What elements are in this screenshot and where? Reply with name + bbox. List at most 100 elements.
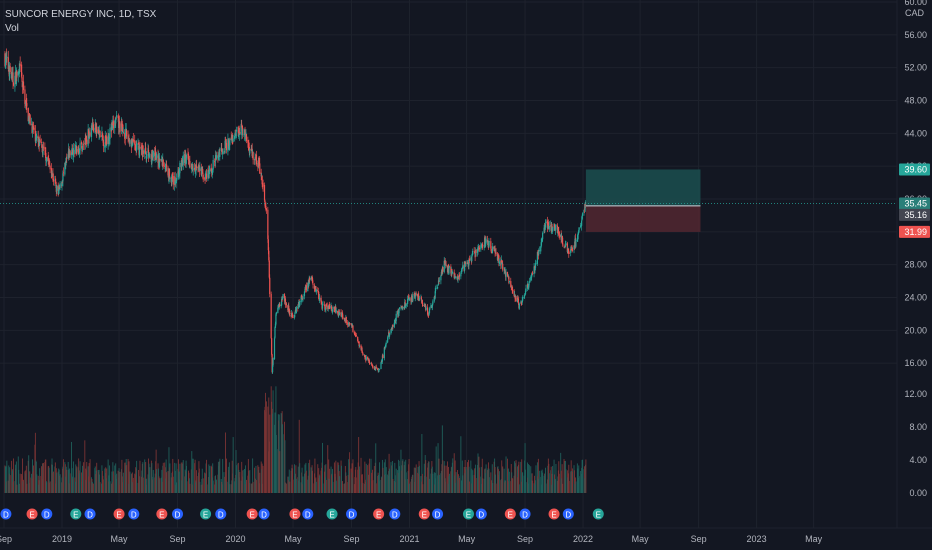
volume-bar <box>11 471 13 493</box>
volume-bar <box>580 470 582 493</box>
earnings-marker[interactable]: E <box>504 508 516 520</box>
dividend-marker[interactable]: D <box>519 508 531 520</box>
earnings-marker-circle[interactable] <box>373 508 385 520</box>
dividend-marker-circle[interactable] <box>0 508 12 520</box>
volume-bar <box>382 467 384 493</box>
volume-bar <box>164 467 166 493</box>
dividend-marker-circle[interactable] <box>128 508 140 520</box>
candle-body <box>257 162 259 166</box>
target-zone[interactable] <box>585 169 701 206</box>
candle-body <box>567 250 569 253</box>
symbol-title[interactable]: SUNCOR ENERGY INC, 1D, TSX <box>5 9 157 20</box>
volume-bar <box>514 461 516 493</box>
volume-bar <box>271 408 273 493</box>
earnings-marker[interactable]: E <box>289 508 301 520</box>
volume-bar <box>178 459 179 493</box>
volume-bar <box>501 460 503 493</box>
volume-bar <box>262 483 264 493</box>
dividend-marker[interactable]: D <box>0 508 12 520</box>
time-axis[interactable]: Sep2019MaySep2020MaySep2021MaySep2022May… <box>0 527 932 550</box>
candle-body <box>285 303 287 306</box>
dividend-marker[interactable]: D <box>475 508 487 520</box>
candle-body <box>4 61 7 65</box>
dividend-marker[interactable]: D <box>258 508 270 520</box>
dividend-marker[interactable]: D <box>389 508 401 520</box>
dividend-marker[interactable]: D <box>302 508 314 520</box>
candle-body <box>121 120 123 127</box>
earnings-marker[interactable]: E <box>113 508 125 520</box>
candle-body <box>85 137 87 141</box>
candle-body <box>417 293 420 299</box>
dividend-marker-circle[interactable] <box>172 508 184 520</box>
volume-bar <box>518 484 520 493</box>
earnings-marker[interactable]: E <box>373 508 385 520</box>
dividend-marker[interactable]: D <box>562 508 574 520</box>
earnings-marker-circle[interactable] <box>462 508 474 520</box>
dividend-marker-circle[interactable] <box>346 508 358 520</box>
volume-bar <box>424 475 426 493</box>
earnings-marker-circle[interactable] <box>548 508 560 520</box>
volume-indicator-label[interactable]: Vol <box>5 23 19 34</box>
dividend-marker-circle[interactable] <box>84 508 96 520</box>
candle-body <box>365 357 367 361</box>
volume-bar <box>448 476 450 493</box>
candle-body <box>208 171 210 173</box>
earnings-marker-circle[interactable] <box>113 508 125 520</box>
price-axis[interactable]: 60.0056.0052.0048.0044.0040.0036.0032.00… <box>897 0 932 528</box>
volume-bar <box>191 451 193 493</box>
volume-bar <box>417 472 419 493</box>
earnings-marker[interactable]: E <box>462 508 474 520</box>
volume-bar <box>341 465 342 493</box>
dividend-marker-circle[interactable] <box>475 508 487 520</box>
dividend-marker-circle[interactable] <box>302 508 314 520</box>
earnings-marker[interactable]: E <box>246 508 258 520</box>
earnings-marker-circle[interactable] <box>26 508 38 520</box>
candle-body <box>571 249 574 251</box>
earnings-marker-circle[interactable] <box>156 508 168 520</box>
earnings-marker[interactable]: E <box>26 508 38 520</box>
dividend-marker-circle[interactable] <box>389 508 401 520</box>
earnings-marker-circle[interactable] <box>418 508 430 520</box>
volume-bar <box>29 477 31 493</box>
candle-body <box>202 174 204 180</box>
candle-body <box>188 159 190 162</box>
dividend-marker-circle[interactable] <box>258 508 270 520</box>
earnings-marker[interactable]: E <box>592 508 604 520</box>
dividend-marker[interactable]: D <box>128 508 140 520</box>
earnings-marker[interactable]: E <box>548 508 560 520</box>
volume-bar <box>128 461 130 493</box>
earnings-marker-circle[interactable] <box>70 508 82 520</box>
earnings-marker-circle[interactable] <box>592 508 604 520</box>
volume-bar <box>289 481 291 493</box>
dividend-marker[interactable]: D <box>432 508 444 520</box>
dividend-marker[interactable]: D <box>41 508 53 520</box>
volume-bar <box>161 469 163 493</box>
earnings-marker[interactable]: E <box>70 508 82 520</box>
dividend-marker[interactable]: D <box>215 508 227 520</box>
earnings-marker[interactable]: E <box>418 508 430 520</box>
dividend-marker-circle[interactable] <box>432 508 444 520</box>
dividend-marker-circle[interactable] <box>562 508 574 520</box>
earnings-marker-circle[interactable] <box>200 508 212 520</box>
earnings-marker-circle[interactable] <box>504 508 516 520</box>
earnings-marker[interactable]: E <box>200 508 212 520</box>
dividend-marker[interactable]: D <box>172 508 184 520</box>
dividend-marker-circle[interactable] <box>41 508 53 520</box>
earnings-marker-circle[interactable] <box>289 508 301 520</box>
volume-bar <box>301 472 303 493</box>
volume-bar <box>408 458 410 493</box>
stop-zone[interactable] <box>585 205 701 232</box>
volume-bar <box>527 464 529 493</box>
dividend-marker[interactable]: D <box>346 508 358 520</box>
volume-bar <box>139 476 140 493</box>
earnings-marker[interactable]: E <box>156 508 168 520</box>
earnings-marker[interactable]: E <box>326 508 338 520</box>
dividend-marker[interactable]: D <box>84 508 96 520</box>
candle-body <box>76 146 78 154</box>
dividend-marker-circle[interactable] <box>215 508 227 520</box>
earnings-marker-circle[interactable] <box>326 508 338 520</box>
dividend-marker-circle[interactable] <box>519 508 531 520</box>
candle-body <box>19 65 21 71</box>
earnings-marker-circle[interactable] <box>246 508 258 520</box>
